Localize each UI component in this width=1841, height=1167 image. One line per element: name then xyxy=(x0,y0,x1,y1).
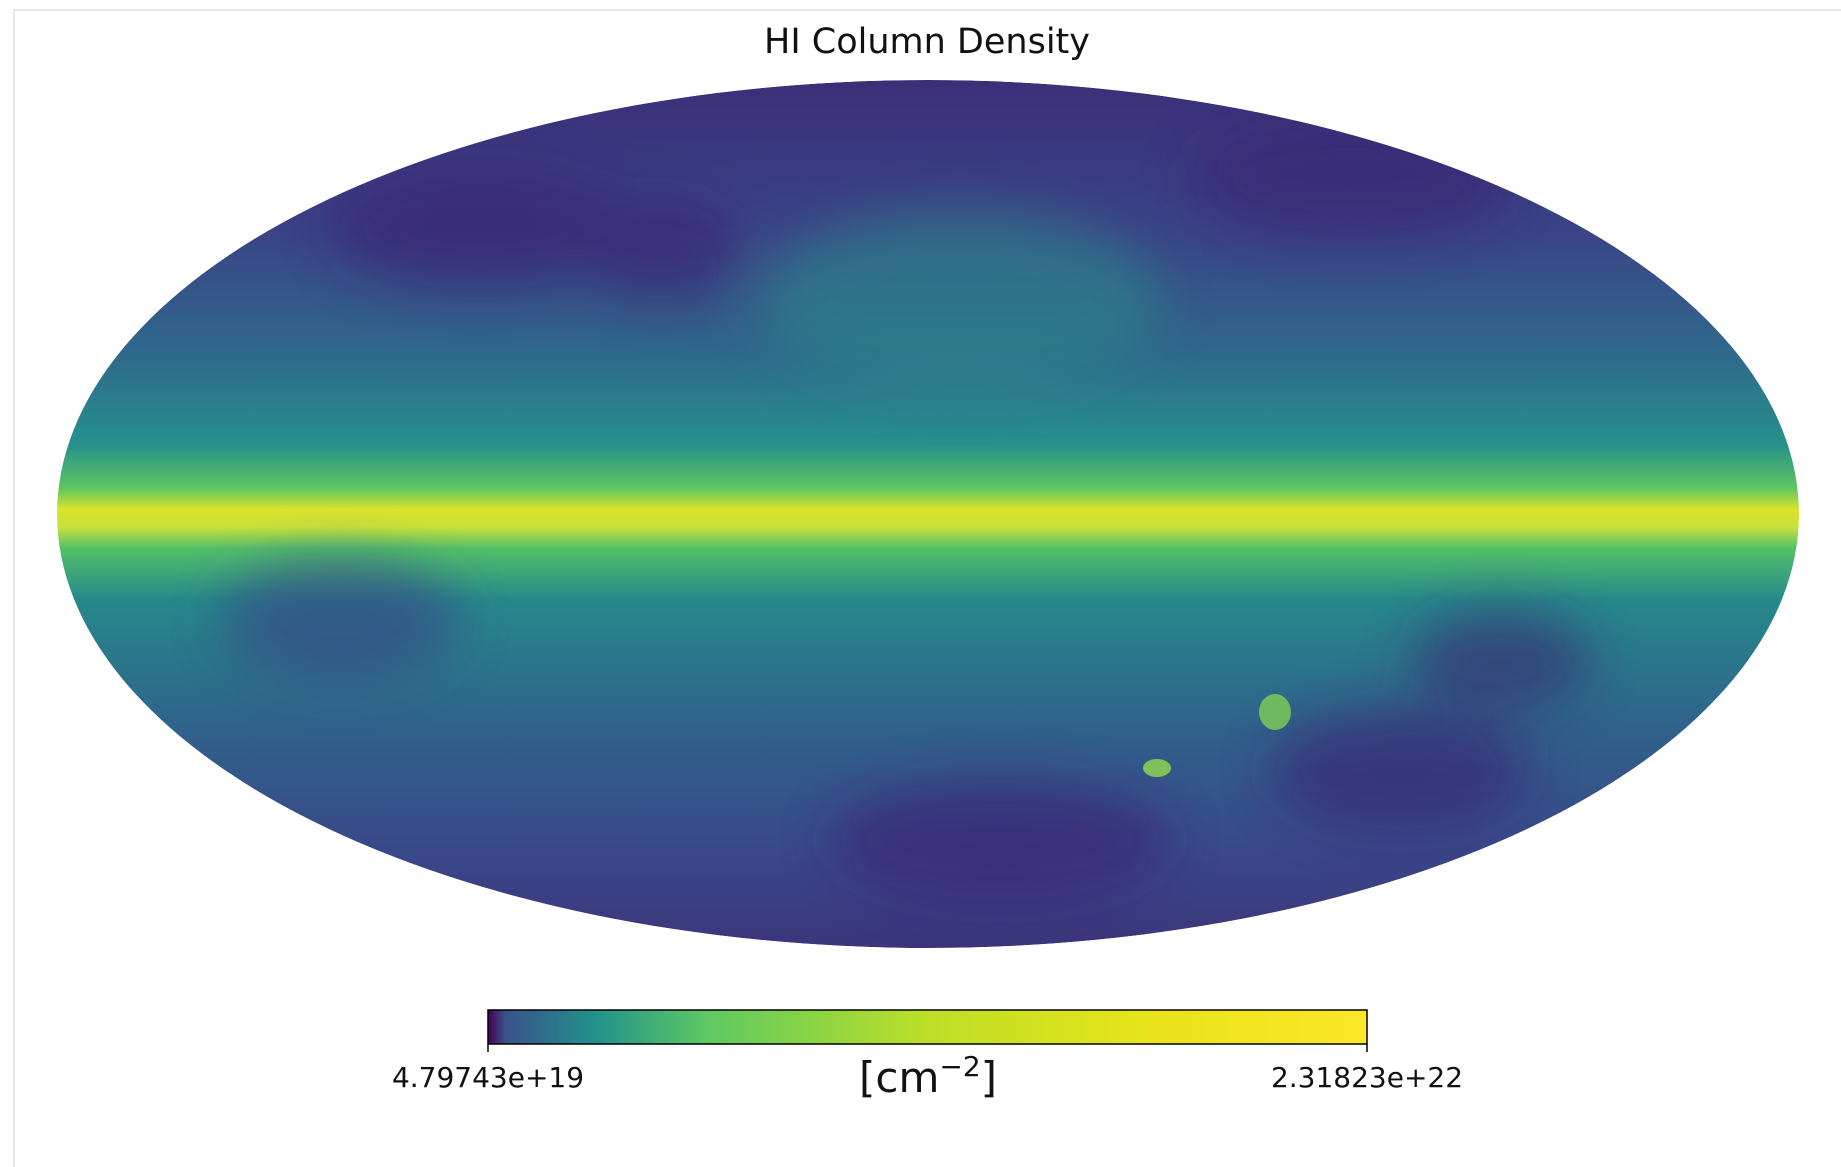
colorbar-unit: [cm−2] xyxy=(859,1050,997,1102)
colorbar-min-label: 4.79743e+19 xyxy=(392,1061,584,1094)
unit-close: ] xyxy=(981,1053,997,1102)
unit-exponent: −2 xyxy=(939,1050,980,1083)
sky-map xyxy=(57,80,1799,948)
colorbar xyxy=(487,1009,1368,1045)
colorbar-max-label: 2.31823e+22 xyxy=(1271,1061,1463,1094)
unit-base: [cm xyxy=(859,1053,939,1102)
map-title: HI Column Density xyxy=(764,22,1090,62)
